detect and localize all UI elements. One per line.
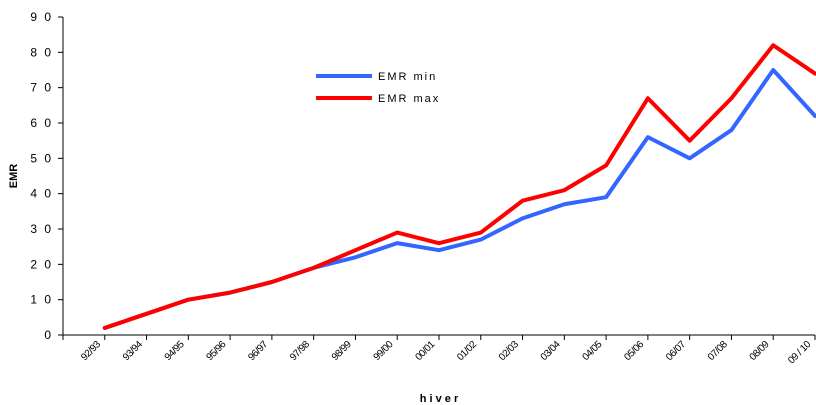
y-tick-label: 5 0: [30, 151, 53, 165]
x-tick-label: 04/05: [581, 339, 605, 363]
x-tick-label: 08/09: [748, 339, 772, 363]
x-axis-title: h i v e r: [420, 393, 459, 405]
y-tick-label: 7 0: [30, 81, 53, 95]
legend-label: EMR min: [378, 71, 437, 83]
x-tick-label: 95/96: [205, 339, 229, 363]
y-tick-label: 2 0: [30, 257, 53, 271]
x-tick-label: 92/93: [79, 339, 103, 363]
x-tick-label: 96/97: [246, 339, 270, 363]
series-lines: [102, 43, 816, 330]
x-tick-label: 02/03: [497, 339, 521, 363]
y-tick-label: 9 0: [30, 10, 53, 24]
y-tick-label: 4 0: [30, 187, 53, 201]
x-tick-label: 99/00: [372, 339, 396, 363]
x-tick-label: 01/02: [455, 339, 479, 363]
x-tick-label: 93/94: [121, 339, 145, 363]
series-line-emr-max: [102, 43, 816, 330]
series-line-emr-min: [102, 68, 816, 330]
x-tick-label: 06/07: [664, 339, 688, 363]
x-tick-label: 07/08: [706, 339, 730, 363]
x-tick-label: 03/04: [539, 339, 563, 363]
y-axis-title: EMR: [8, 164, 20, 189]
x-tick-label: 94/95: [163, 339, 187, 363]
x-tick-label: 05/06: [622, 339, 646, 363]
x-tick-label: 00/01: [413, 339, 437, 363]
y-tick-label: 3 0: [30, 222, 53, 236]
x-tick-label: 97/98: [288, 339, 312, 363]
y-axis-ticks: 0 1 0 2 0 3 0 4 0 5 0 6 0 7 0 8 0 9 0: [30, 10, 63, 342]
y-tick-label: 8 0: [30, 45, 53, 59]
x-tick-label: 09 / 10: [786, 339, 814, 367]
y-tick-label: 0: [44, 328, 53, 342]
legend-label: EMR max: [378, 93, 440, 105]
x-tick-label: 98/99: [330, 339, 354, 363]
x-axis-ticks: 92/93 93/94 94/95 95/96 96/97 97/98 98/99 99/00…: [62, 335, 816, 367]
y-tick-label: 1 0: [30, 293, 53, 307]
y-tick-label: 6 0: [30, 116, 53, 130]
legend: EMR min EMR max: [316, 71, 440, 105]
